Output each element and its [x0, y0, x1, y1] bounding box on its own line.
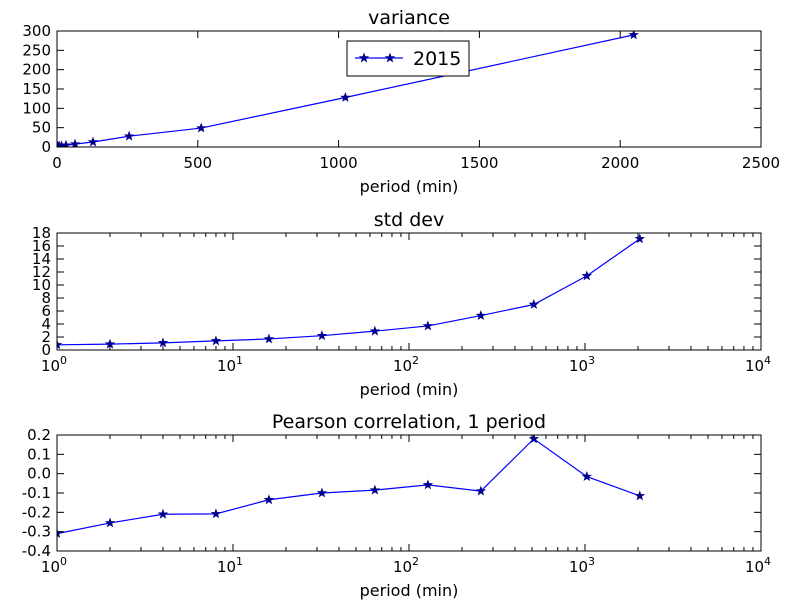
series-line	[57, 438, 640, 535]
data-point	[57, 339, 63, 350]
data-point	[316, 487, 328, 498]
x-tick-label: 102	[393, 555, 419, 576]
data-point	[263, 333, 275, 344]
x-tick-label: 103	[569, 354, 595, 375]
data-point	[422, 479, 434, 490]
data-point	[475, 485, 487, 496]
y-tick-label: 250	[22, 41, 51, 59]
plot-area	[57, 233, 646, 350]
axes-frame	[56, 232, 762, 351]
data-point	[628, 31, 639, 40]
x-tick-label: 102	[393, 354, 419, 375]
chart-title: variance	[368, 7, 450, 29]
data-point	[634, 233, 646, 244]
plot-area	[57, 31, 639, 147]
x-tick-label: 100	[41, 555, 67, 576]
y-tick-label: 200	[22, 61, 51, 79]
x-tick-label: 104	[745, 555, 771, 576]
data-point	[87, 136, 99, 147]
x-tick-label: 103	[569, 555, 595, 576]
axes-frame	[56, 434, 762, 552]
data-point	[634, 490, 646, 501]
x-tick-label: 101	[217, 354, 243, 375]
data-point	[69, 138, 81, 147]
x-tick-label: 100	[41, 354, 67, 375]
x-tick-label: 1500	[460, 154, 498, 172]
x-tick-label: 1000	[320, 154, 358, 172]
y-tick-label: 50	[32, 119, 51, 137]
y-tick-label: 10	[32, 276, 51, 294]
data-point	[528, 435, 540, 444]
legend-label: 2015	[413, 48, 461, 70]
x-axis-label: period (min)	[360, 380, 459, 399]
y-tick-label: 0.1	[27, 445, 51, 463]
x-tick-label: 0	[52, 154, 62, 172]
data-point	[369, 325, 381, 336]
y-tick-label: 12	[32, 263, 51, 281]
data-point	[157, 337, 169, 348]
y-tick-label: 8	[41, 289, 51, 307]
y-tick-label: -0.2	[22, 503, 51, 521]
y-tick-label: -0.3	[22, 523, 51, 541]
legend-marker	[358, 52, 370, 63]
y-tick-label: 6	[41, 302, 51, 320]
y-tick-label: 0.2	[27, 426, 51, 444]
data-point	[104, 517, 116, 528]
plot-area	[57, 435, 646, 539]
y-tick-label: 300	[22, 22, 51, 40]
data-point	[581, 270, 593, 281]
x-tick-label: 2000	[601, 154, 639, 172]
data-point	[422, 320, 434, 331]
chart-title: std dev	[374, 209, 444, 231]
y-tick-label: -0.4	[22, 542, 51, 560]
y-tick-label: 0	[41, 341, 51, 359]
data-point	[157, 508, 169, 519]
x-tick-label: 101	[217, 555, 243, 576]
x-tick-label: 500	[183, 154, 212, 172]
legend: 2015	[346, 40, 470, 77]
chart-panel-1: variance 0 500 1000 1500 2000 2500 050 100150200…	[22, 7, 780, 196]
legend-box	[346, 40, 470, 77]
y-tick-label: 14	[32, 250, 51, 268]
chart-panel-3: Pearson correlation, 1 period 100 101 102 10…	[22, 411, 771, 600]
series-line	[57, 34, 634, 147]
data-point	[581, 471, 593, 481]
data-point	[123, 130, 135, 141]
chart-title: Pearson correlation, 1 period	[272, 411, 546, 433]
y-tick-label: 100	[22, 99, 51, 117]
data-point	[210, 508, 222, 519]
y-tick-label: 18	[32, 224, 51, 242]
x-axis-label: period (min)	[360, 177, 459, 196]
data-point	[475, 310, 487, 320]
y-tick-label: 2	[41, 328, 51, 346]
x-axis-label: period (min)	[360, 581, 459, 600]
y-tick-label: -0.1	[22, 484, 51, 502]
y-tick-label: 16	[32, 237, 51, 255]
data-point	[316, 330, 328, 341]
legend-marker	[384, 52, 396, 63]
data-point	[263, 494, 275, 505]
y-tick-label: 4	[41, 315, 51, 333]
series-line	[57, 238, 641, 346]
y-tick-label: 0.0	[27, 465, 51, 483]
y-tick-label: 0	[41, 138, 51, 156]
x-tick-label: 2500	[742, 154, 780, 172]
data-point	[528, 299, 540, 309]
data-point	[340, 92, 351, 102]
x-tick-label: 104	[745, 354, 771, 375]
data-point	[195, 122, 207, 133]
data-point	[60, 139, 72, 147]
y-tick-label: 150	[22, 80, 51, 98]
data-point	[369, 484, 381, 495]
data-point	[210, 335, 222, 346]
